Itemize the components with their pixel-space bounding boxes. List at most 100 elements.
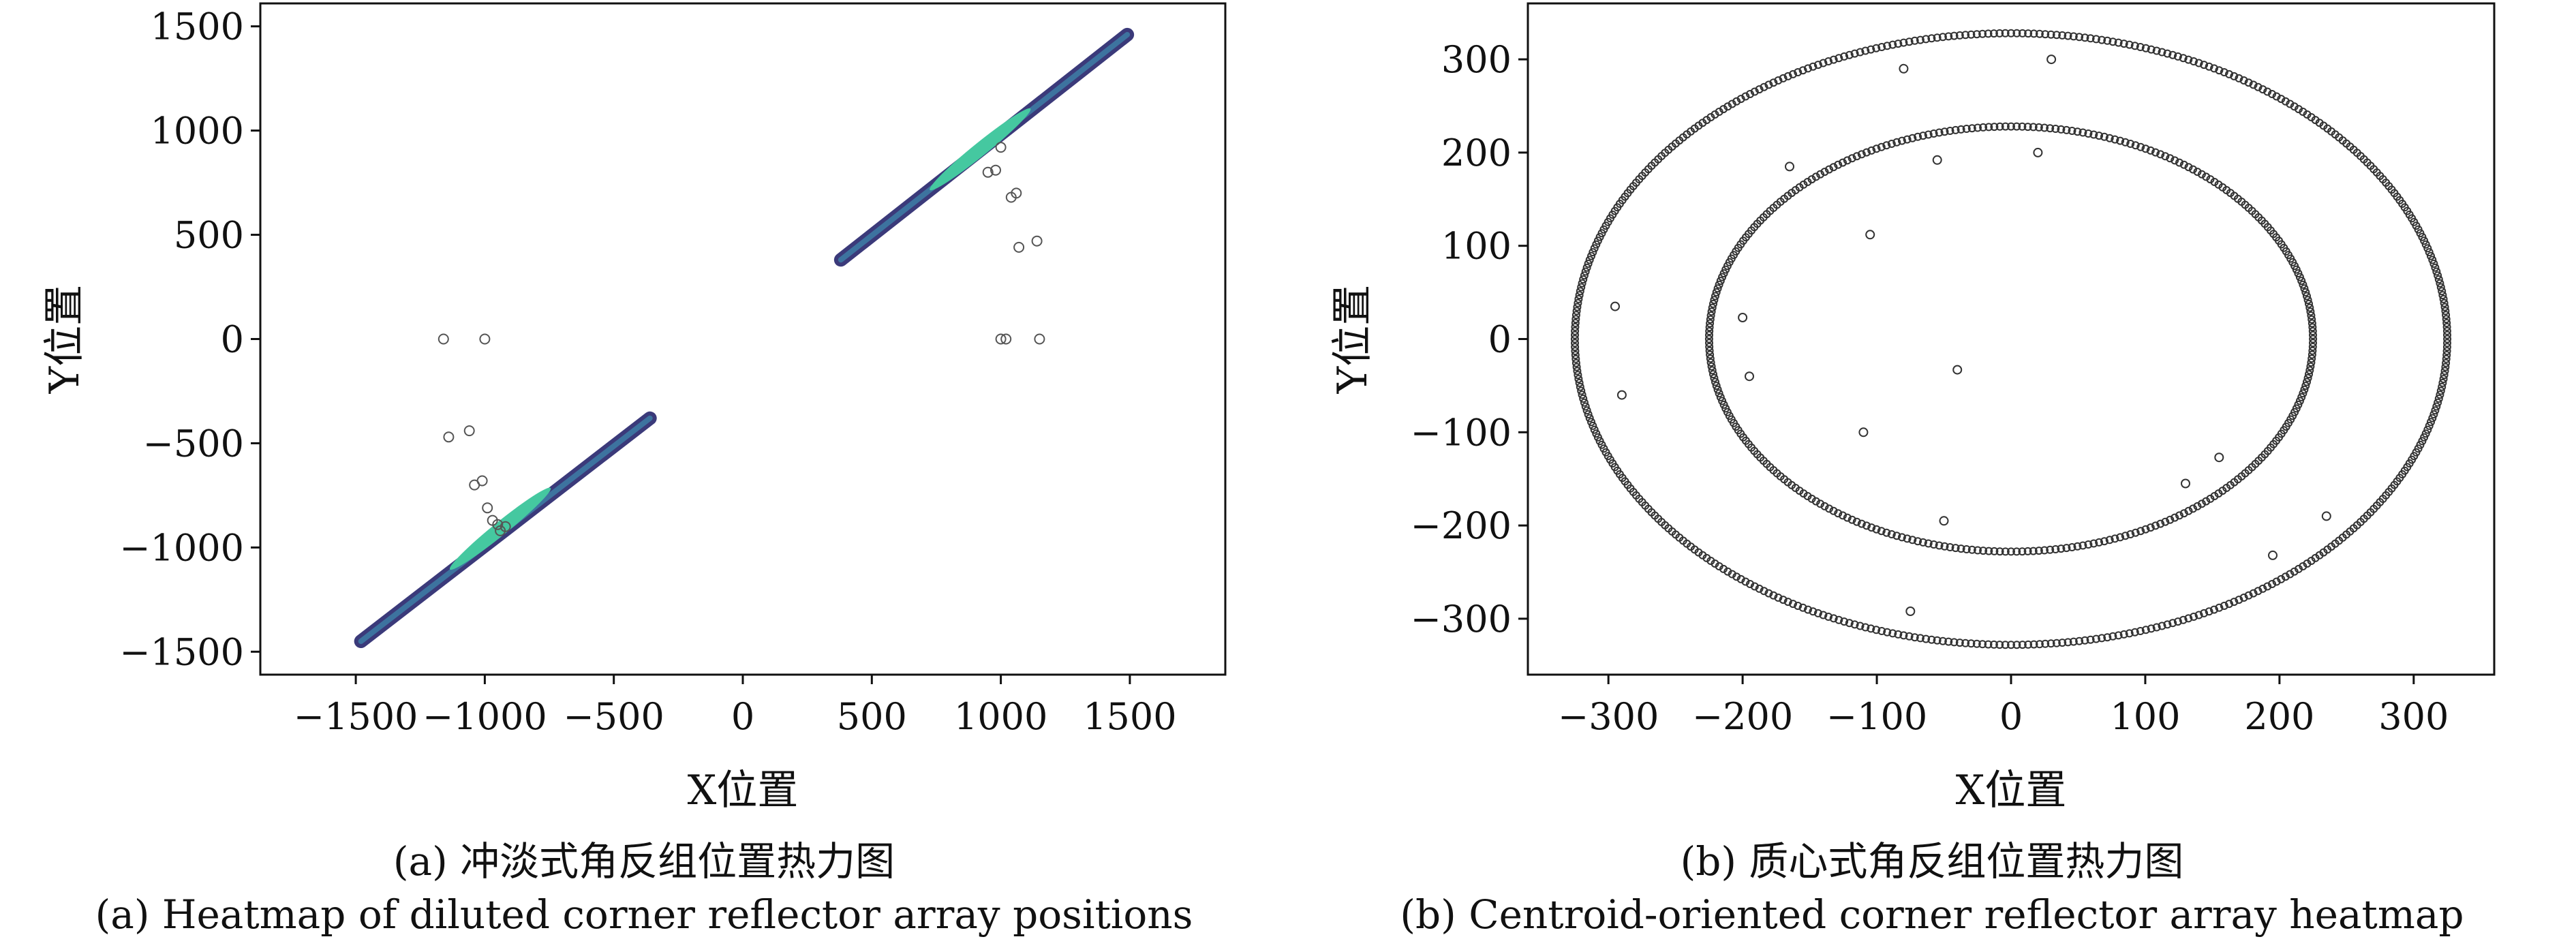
scatter-point	[2033, 147, 2043, 157]
ring-point	[1809, 62, 1818, 71]
scatter-point	[995, 333, 1007, 345]
ring-point	[1978, 640, 1987, 649]
ring-point	[2064, 638, 2072, 647]
ring-point	[2179, 54, 2188, 63]
ring-point	[1887, 140, 1896, 148]
ring-point	[1834, 160, 1843, 169]
ring-point	[2308, 327, 2317, 335]
ring-point	[2136, 142, 2145, 151]
ring-point	[1721, 265, 1730, 274]
ring-point	[1957, 544, 1965, 553]
ring-point	[2173, 617, 2182, 626]
ring-point	[2281, 572, 2290, 581]
ring-point	[2440, 298, 2449, 307]
ring-point	[2442, 326, 2451, 335]
ring-point	[2442, 358, 2451, 367]
ring-point	[1590, 244, 1599, 253]
ring-point	[1990, 547, 1999, 555]
ring-point	[2434, 395, 2443, 403]
ring-point	[1719, 269, 1728, 278]
y-axis-label: Y位置	[41, 285, 89, 395]
ring-point	[1938, 33, 1947, 42]
ring-point	[1847, 154, 1856, 163]
ring-point	[2147, 624, 2156, 633]
x-tick-label: 300	[2378, 695, 2449, 738]
ring-point	[1576, 382, 1584, 391]
ring-point	[1872, 144, 1881, 153]
ring-point	[1803, 178, 1812, 186]
ring-point	[2001, 122, 2010, 131]
ring-point	[1967, 545, 1976, 554]
ring-point	[1850, 49, 1859, 58]
ring-point	[2190, 57, 2198, 65]
ring-point	[2081, 636, 2089, 645]
ring-point	[2428, 414, 2437, 423]
ring-point	[1705, 346, 1714, 355]
ring-point	[2263, 87, 2272, 96]
ring-point	[2421, 429, 2430, 438]
y-tick-label: −1000	[119, 526, 244, 569]
ring-point	[1769, 78, 1778, 87]
scatter-point	[463, 425, 475, 437]
ring-point	[1593, 433, 1602, 442]
x-tick-label: 100	[2110, 695, 2180, 738]
ring-point	[2425, 248, 2434, 257]
ring-point	[2440, 303, 2449, 311]
ring-point	[2235, 596, 2243, 604]
ring-point	[1580, 271, 1589, 280]
ring-point	[2121, 532, 2130, 540]
ring-point	[2309, 335, 2318, 343]
scatter-point	[1031, 235, 1043, 247]
ring-point	[1905, 632, 1914, 641]
panel-a-chart: −1500 −1000 −500 0 500 1000 1500−1500−1000−500…	[41, 2, 1227, 814]
ring-point	[1587, 251, 1595, 260]
ring-point	[2425, 421, 2434, 430]
ring-point	[1944, 32, 1953, 41]
ring-point	[2431, 263, 2440, 272]
ring-point	[2184, 163, 2193, 172]
ring-point	[2184, 55, 2193, 64]
ring-point	[2438, 378, 2447, 387]
y-tick-label: −200	[1411, 504, 1512, 547]
scatter-point	[1738, 313, 1748, 322]
ring-point	[2442, 315, 2451, 324]
ring-point	[1924, 130, 1933, 139]
ring-point	[2299, 280, 2307, 289]
ring-point	[2294, 269, 2303, 278]
ring-point	[1914, 132, 1922, 141]
ring-point	[2046, 639, 2055, 648]
ring-point	[2193, 502, 2202, 510]
ring-point	[1577, 283, 1586, 292]
scatter-point	[1899, 63, 1909, 74]
ring-point	[1951, 125, 1960, 134]
y-tick-label: 0	[1488, 318, 1512, 361]
ring-point	[1933, 636, 1942, 645]
scatter-point	[1610, 301, 1620, 311]
ring-point	[2277, 574, 2286, 583]
ring-point	[2254, 587, 2263, 596]
ring-point	[2024, 29, 2033, 38]
ring-point	[1922, 35, 1931, 44]
ring-point	[2068, 127, 2076, 135]
ring-point	[2438, 382, 2447, 391]
ring-point	[2141, 44, 2150, 52]
ring-point	[1581, 402, 1590, 411]
ring-point	[1877, 627, 1886, 635]
ring-point	[2163, 620, 2172, 629]
ring-point	[1574, 375, 1583, 384]
ring-point	[1704, 335, 1713, 343]
ring-point	[2040, 546, 2049, 555]
ring-point	[1728, 99, 1736, 108]
x-tick-label: −1000	[423, 695, 547, 738]
ring-point	[2086, 635, 2095, 644]
ring-point	[2161, 152, 2170, 161]
ring-point	[1835, 615, 1843, 624]
x-tick-label: −500	[564, 695, 664, 738]
ring-point	[2225, 600, 2233, 609]
ring-point	[1575, 378, 1584, 387]
ring-point	[1584, 260, 1593, 268]
ring-point	[2268, 580, 2276, 588]
ring-point	[1857, 519, 1866, 528]
ring-point	[1897, 136, 1906, 145]
ring-point	[1862, 521, 1871, 530]
